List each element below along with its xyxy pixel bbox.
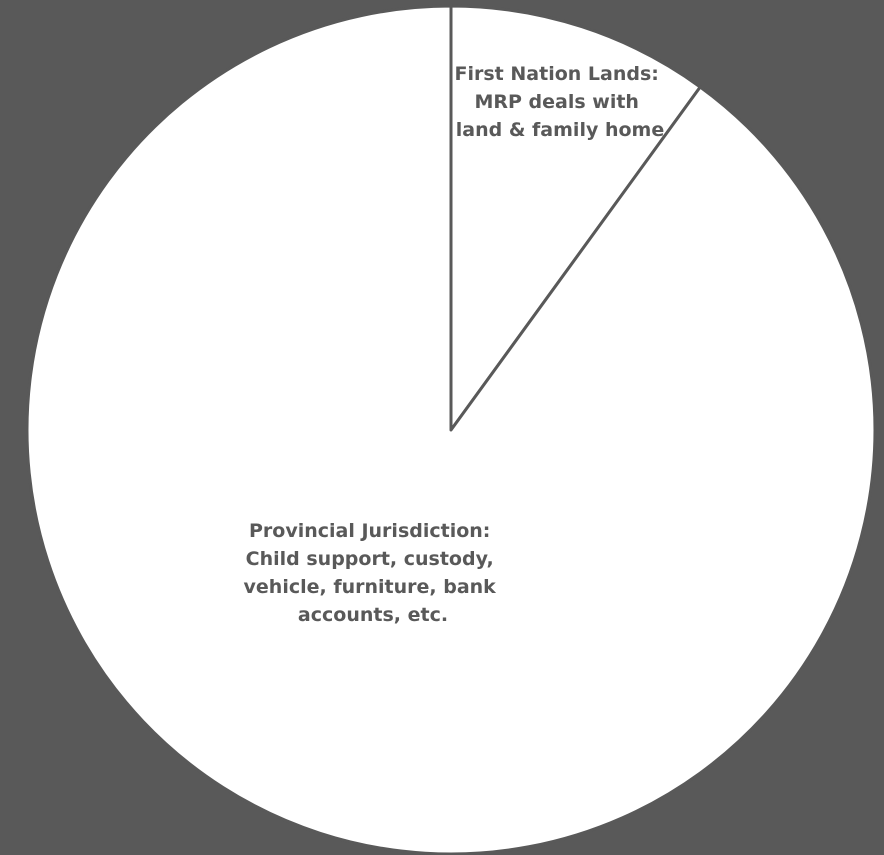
pie-labels: First Nation Lands: MRP deals with land … [244,63,666,626]
slice-label-line: accounts, etc. [298,604,448,626]
slice-label-line: Child support, custody, [246,548,494,570]
pie-slices [25,4,877,855]
slice-label-line: land & family home [456,119,664,141]
pie-slice-provincial-jurisdiction [25,4,877,855]
slice-label-provincial-jurisdiction: Provincial Jurisdiction: Child support, … [244,520,503,626]
slice-label-line: MRP deals with [474,91,639,113]
pie-slice-first-nation-lands [449,4,702,432]
slice-label-first-nation-lands: First Nation Lands: MRP deals with land … [455,63,666,141]
slice-label-line: vehicle, furniture, bank [244,576,497,598]
slice-label-line: First Nation Lands: [455,63,659,85]
slice-label-line: Provincial Jurisdiction: [249,520,490,542]
